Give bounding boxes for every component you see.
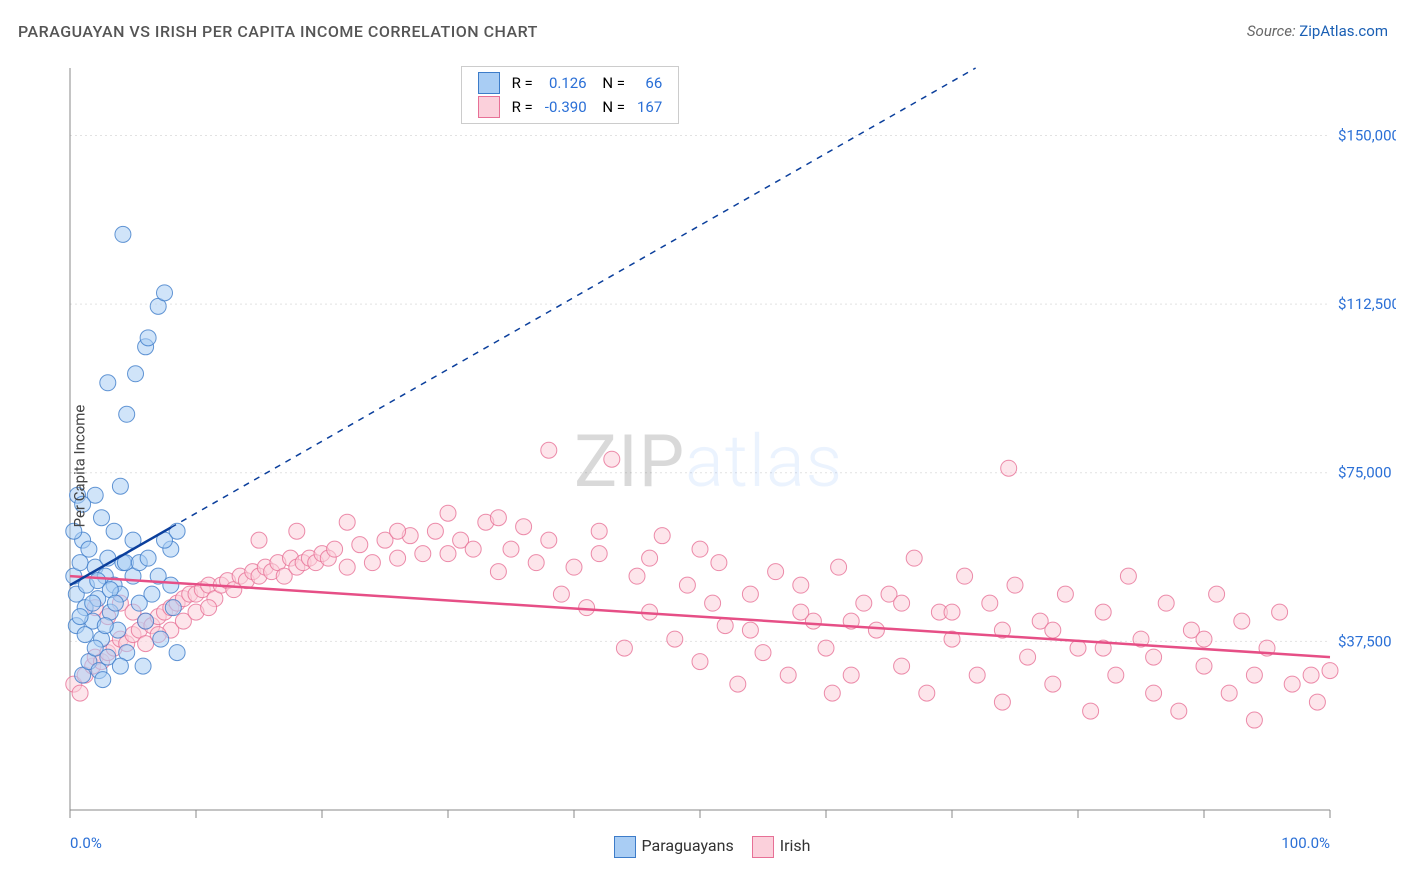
stats-row-blue: R =0.126 N =66 [472,71,669,95]
y-axis-label: Per Capita Income [70,405,88,528]
svg-text:$150,000: $150,000 [1338,126,1396,144]
legend-label: Paraguayans [642,836,734,855]
regression-stats-box: R =0.126 N =66 R =-0.390 N =167 [461,66,680,124]
legend-swatch [752,836,774,858]
chart-area: Per Capita Income $37,500$75,000$112,500… [10,50,1396,882]
source-label: Source: [1247,22,1296,40]
svg-text:$75,000: $75,000 [1338,464,1392,482]
svg-text:$112,500: $112,500 [1338,295,1396,313]
stats-row-pink: R =-0.390 N =167 [472,95,669,119]
scatter-chart: $37,500$75,000$112,500$150,0000.0%100.0% [10,50,1396,882]
legend-swatch [614,836,636,858]
source-link[interactable]: ZipAtlas.com [1299,22,1388,40]
legend-label: Irish [780,836,811,855]
chart-title: PARAGUAYAN VS IRISH PER CAPITA INCOME CO… [18,22,538,41]
source-attribution: Source: ZipAtlas.com [1247,22,1388,40]
svg-text:$37,500: $37,500 [1338,632,1392,650]
legend: Paraguayans Irish [10,836,1396,858]
